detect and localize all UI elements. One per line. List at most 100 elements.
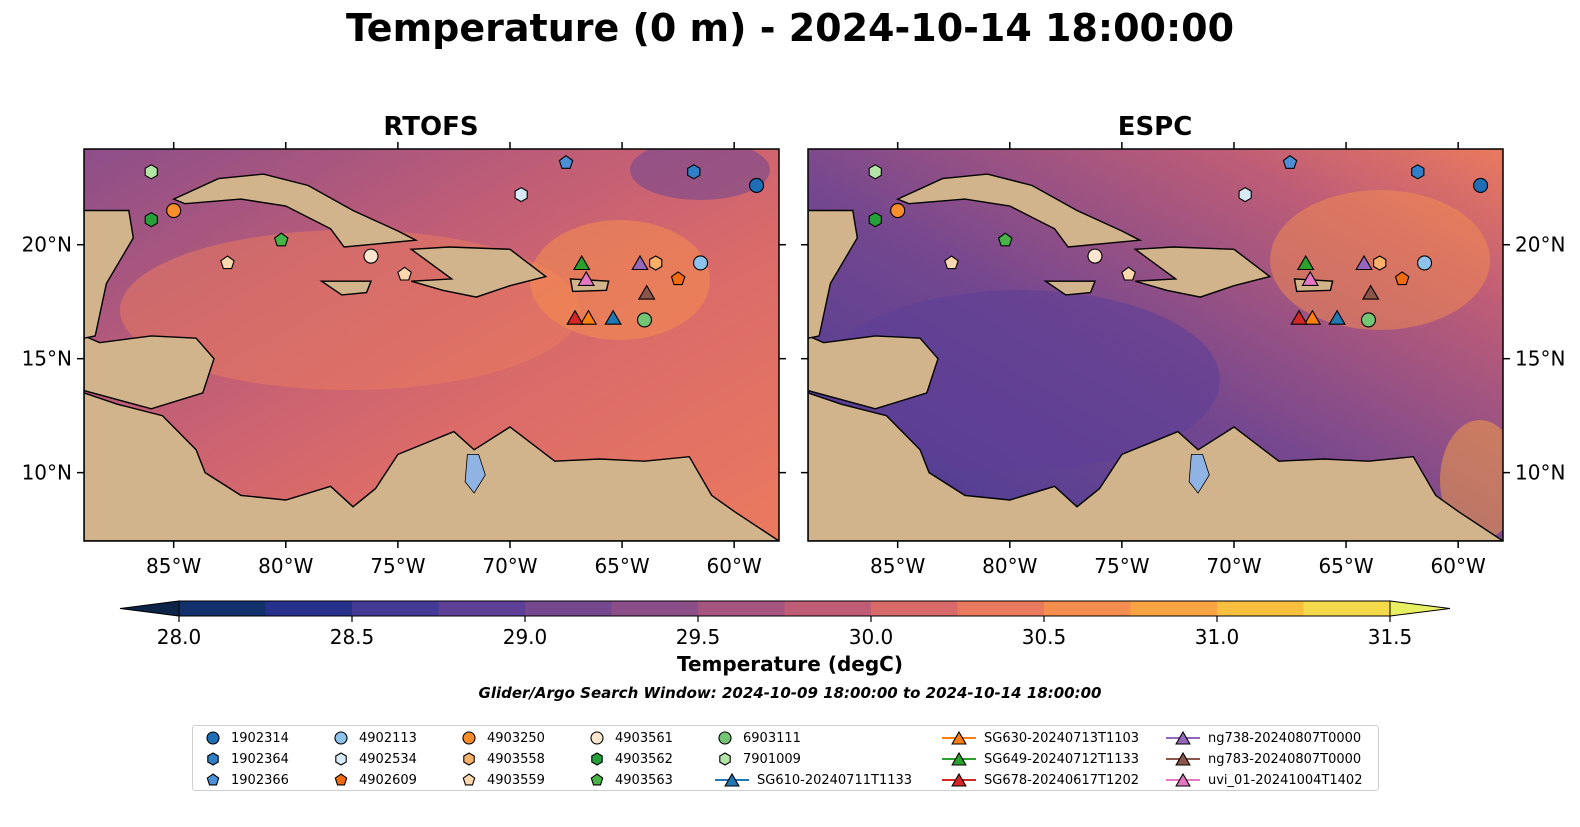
glider-SG630-20240713T1103 (579, 309, 598, 325)
legend-marker (206, 773, 220, 786)
legend-symbol (206, 731, 220, 745)
legend-marker (462, 731, 476, 745)
argo-float-4902534 (1238, 186, 1252, 203)
glider-uvi_01-20241004T1402 (577, 270, 595, 286)
colorbar-segment (784, 601, 872, 616)
legend-marker (462, 773, 476, 786)
argo-float-6903111 (1360, 312, 1377, 328)
colorbar-tick-label: 29.0 (503, 625, 548, 649)
legend-symbol (462, 773, 476, 786)
landmass (1043, 280, 1097, 296)
argo-float-7901009 (144, 164, 158, 180)
legend-symbol (463, 752, 475, 766)
colorbar-frame (178, 600, 1391, 617)
argo-float-4903250 (890, 202, 906, 219)
legend-symbol (951, 730, 967, 745)
legend-item: uvi_01-20241004T1402 (1166, 770, 1362, 790)
glider-SG610-20240711T1133 (1328, 309, 1346, 325)
legend-label: 4903562 (615, 751, 673, 767)
legend-item: 4903563 (587, 770, 673, 790)
argo-float-1902364 (1411, 164, 1425, 180)
colorbar-segment (525, 601, 613, 616)
glider-ng783-20240807T0000 (1361, 284, 1380, 300)
legend-symbol (590, 731, 604, 745)
argo-float-1902366 (1282, 155, 1298, 169)
legend-marker (334, 773, 348, 786)
legend-label: SG630-20240713T1103 (984, 730, 1140, 746)
argo-float-1902314 (749, 177, 765, 194)
colorbar-tick-label: 28.0 (157, 625, 202, 649)
legend-symbol (1175, 772, 1191, 787)
colorbar-tick-label: 30.5 (1022, 625, 1067, 649)
colorbar-segment (352, 601, 440, 616)
legend-symbol (1175, 751, 1191, 766)
espc-map: 85°W 80°W 75°W 70°W 65°W 60°W 10°N 15°N 20°N (801, 142, 1565, 578)
espc-axes: 85°W 80°W 75°W 70°W 65°W 60°W 10°N 15°N 20°N (801, 142, 1565, 578)
legend-marker (1166, 772, 1200, 787)
glider-SG649-20240712T1133 (572, 254, 591, 271)
legend-marker (463, 752, 475, 766)
colorbar-tick-label: 28.5 (330, 625, 375, 649)
y-tick-label: 10°N (22, 461, 72, 485)
glider-ng738-20240807T0000 (631, 254, 649, 271)
legend-marker (942, 751, 976, 766)
legend-label: 4902113 (359, 730, 417, 746)
legend-item: 1902364 (203, 749, 289, 769)
argo-float-4902609 (1394, 271, 1410, 286)
x-tick-label: 80°W (982, 554, 1037, 578)
colorbar-tick-label: 31.5 (1368, 625, 1413, 649)
legend-item: 4902534 (331, 749, 417, 769)
colorbar-segment (1217, 601, 1305, 616)
legend-symbol (334, 773, 348, 786)
x-tick-label: 60°W (1431, 554, 1486, 578)
lake (464, 454, 486, 494)
legend-item: 4903559 (459, 770, 545, 790)
legend-marker (207, 752, 219, 766)
y-tick-label: 20°N (1515, 233, 1565, 257)
legend-symbol (718, 731, 732, 745)
glider-ng738-20240807T0000 (1355, 254, 1373, 271)
colorbar-tick-label: 30.0 (849, 625, 894, 649)
legend-symbol (951, 751, 967, 766)
legend-symbol (591, 752, 603, 766)
landmass (171, 173, 419, 248)
argo-float-1902364 (687, 164, 701, 180)
colorbar-extend-low (119, 600, 180, 617)
legend-label: 4903563 (615, 772, 673, 788)
legend-label: 6903111 (743, 730, 801, 746)
argo-float-4903558 (649, 255, 663, 271)
colorbar-segment (1303, 601, 1391, 616)
landmass (895, 173, 1143, 248)
x-tick-label: 85°W (870, 554, 925, 578)
legend-marker (942, 772, 976, 787)
landmass (319, 280, 373, 296)
legend-marker (590, 773, 604, 786)
argo-float-4903563 (997, 232, 1013, 247)
legend-item: 4903562 (587, 749, 673, 769)
glider-SG678-20240617T1202 (566, 309, 584, 325)
colorbar-segment (871, 601, 959, 616)
glider-ng783-20240807T0000 (637, 284, 656, 300)
legend-label: 4903561 (615, 730, 673, 746)
legend-item: 4903250 (459, 728, 545, 748)
argo-float-4902113 (692, 255, 709, 271)
legend-label: 4902534 (359, 751, 417, 767)
argo-float-4903563 (273, 232, 289, 247)
x-tick-label: 65°W (1318, 554, 1373, 578)
legend-label: 4903559 (487, 772, 545, 788)
legend-item: 7901009 (715, 749, 801, 769)
colorbar-tick-label: 29.5 (676, 625, 721, 649)
argo-float-4903561 (363, 248, 379, 264)
legend-item: ng738-20240807T0000 (1166, 728, 1361, 748)
rtofs-markers (144, 155, 765, 328)
argo-float-4903561 (1087, 248, 1103, 264)
glider-SG630-20240713T1103 (1303, 309, 1322, 325)
argo-float-4903558 (1373, 255, 1387, 271)
legend-label: SG649-20240712T1133 (984, 751, 1140, 767)
legend-symbol (719, 752, 731, 766)
colorbar-extend-high (1389, 600, 1451, 617)
x-tick-label: 60°W (707, 554, 762, 578)
search-window-caption: Glider/Argo Search Window: 2024-10-09 18… (478, 684, 1102, 702)
rtofs-map: 85°W 80°W 75°W 70°W 65°W 60°W 10°N 15°N 20°N (22, 142, 786, 578)
